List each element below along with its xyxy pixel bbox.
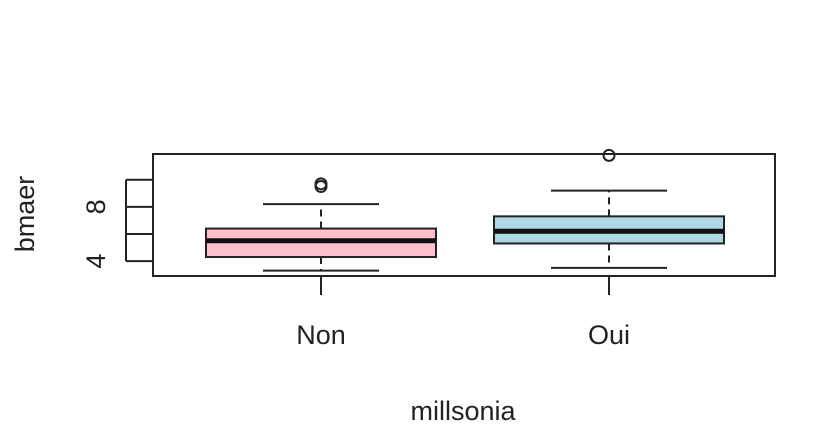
outlier-point — [602, 148, 616, 162]
plot-frame — [152, 153, 776, 277]
x-tick-label: Non — [296, 320, 346, 350]
x-axis: Non Oui — [296, 276, 630, 350]
box-non — [205, 177, 437, 272]
y-axis: 48 — [81, 178, 153, 269]
y-tick-label: 4 — [81, 254, 111, 269]
x-tick-label: Oui — [588, 320, 630, 350]
y-tick-label: 8 — [81, 199, 111, 214]
x-axis-label: millsonia — [410, 396, 516, 426]
box-oui — [493, 148, 725, 269]
boxes-group — [205, 148, 725, 272]
y-axis-label: bmaer — [10, 176, 40, 253]
outlier-point — [314, 180, 328, 194]
